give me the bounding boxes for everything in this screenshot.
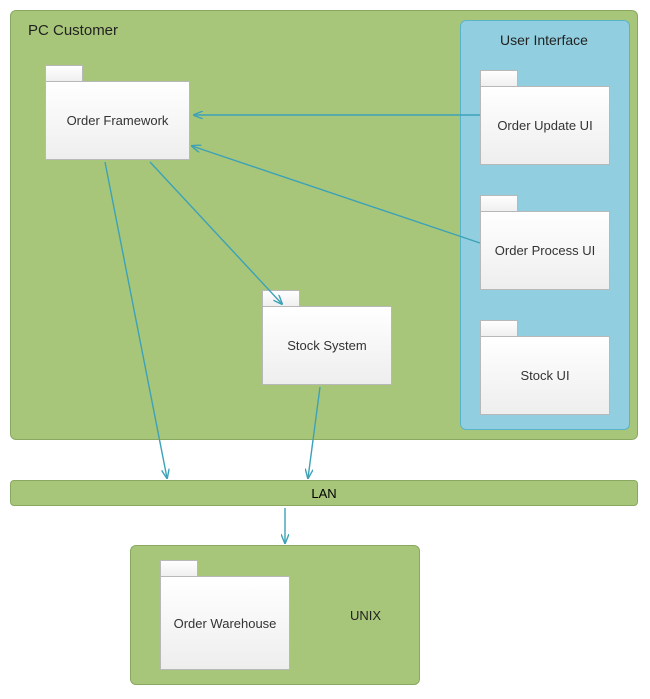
lan-bar: LAN — [10, 480, 638, 506]
diagram-canvas: PC Customer User Interface Order Framewo… — [0, 0, 650, 699]
package-label: Order Framework — [45, 81, 190, 160]
label-user-interface: User Interface — [500, 32, 588, 48]
package-label: Stock UI — [480, 336, 610, 415]
package-stock-system: Stock System — [262, 290, 392, 385]
label-unix: UNIX — [350, 608, 381, 623]
package-order-update-ui: Order Update UI — [480, 70, 610, 165]
package-order-process-ui: Order Process UI — [480, 195, 610, 290]
package-label: Order Warehouse — [160, 576, 290, 670]
package-stock-ui: Stock UI — [480, 320, 610, 415]
package-label: Stock System — [262, 306, 392, 385]
package-label: Order Update UI — [480, 86, 610, 165]
package-label: Order Process UI — [480, 211, 610, 290]
label-pc-customer: PC Customer — [28, 22, 118, 39]
lan-label: LAN — [311, 486, 336, 501]
package-order-framework: Order Framework — [45, 65, 190, 160]
package-order-warehouse: Order Warehouse — [160, 560, 290, 670]
